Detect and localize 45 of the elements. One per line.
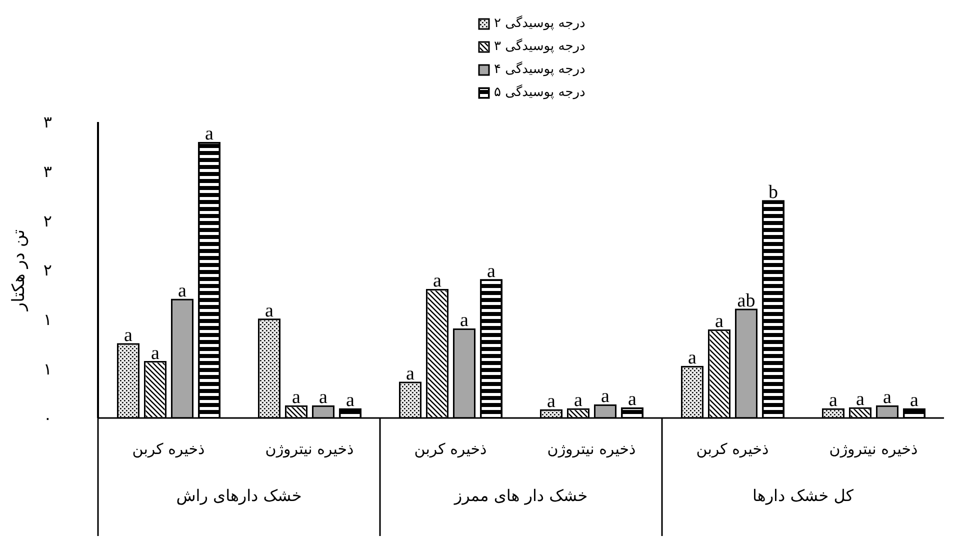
data-label: a <box>601 386 610 408</box>
data-label: a <box>715 311 724 332</box>
data-label: a <box>856 389 866 410</box>
data-label: ab <box>737 290 756 312</box>
data-label: a <box>319 387 328 408</box>
y-tick-label: ۳ <box>43 162 52 182</box>
data-label: a <box>460 310 470 332</box>
text: کل خشک دارها <box>752 486 854 505</box>
y-tick-label: ۰ <box>43 408 52 428</box>
y-axis-title: تن در هکتار <box>9 229 30 312</box>
legend-label: درجه پوسیدگی ۳ <box>494 39 586 54</box>
data-label: a <box>151 342 160 364</box>
data-label: a <box>487 260 496 282</box>
x-tick-label: ذخیره نیتروژن <box>547 440 636 458</box>
data-label: a <box>265 300 274 322</box>
data-label: a <box>628 389 638 410</box>
data-label: a <box>688 348 698 369</box>
legend-label: درجه پوسیدگی ۵ <box>494 85 586 100</box>
y-tick-label: ۳ <box>43 112 52 132</box>
text: خشک دارهای راش <box>176 486 302 505</box>
legend-label: درجه پوسیدگی ۴ <box>494 62 586 77</box>
y-tick-label: ۲ <box>43 211 52 230</box>
data-label: a <box>124 325 134 346</box>
x-tick-label: ذخیره کربن <box>696 440 769 458</box>
data-label: a <box>346 390 356 412</box>
data-label: a <box>910 390 920 412</box>
text: خشک دار های ممرز <box>453 486 588 505</box>
data-label: a <box>883 387 892 408</box>
y-tick-label: ۱ <box>43 359 52 378</box>
legend-label: درجه پوسیدگی ۲ <box>494 16 586 31</box>
data-label: a <box>205 124 214 145</box>
x-tick-label: ذخیره کربن <box>414 440 487 458</box>
x-tick-label: ذخیره نیتروژن <box>265 440 354 458</box>
data-label: a <box>292 387 302 408</box>
data-label: a <box>433 270 442 292</box>
data-label: a <box>547 391 556 412</box>
y-tick-label: ۲ <box>43 260 52 280</box>
data-label: a <box>829 390 838 412</box>
data-label: a <box>574 390 584 412</box>
data-label: a <box>178 280 188 302</box>
x-tick-label: ذخیره کربن <box>132 440 205 458</box>
data-label: b <box>768 182 778 203</box>
x-tick-label: ذخیره نیتروژن <box>829 440 918 458</box>
y-tick-label: ۱ <box>43 310 52 330</box>
data-label: a <box>406 363 416 384</box>
